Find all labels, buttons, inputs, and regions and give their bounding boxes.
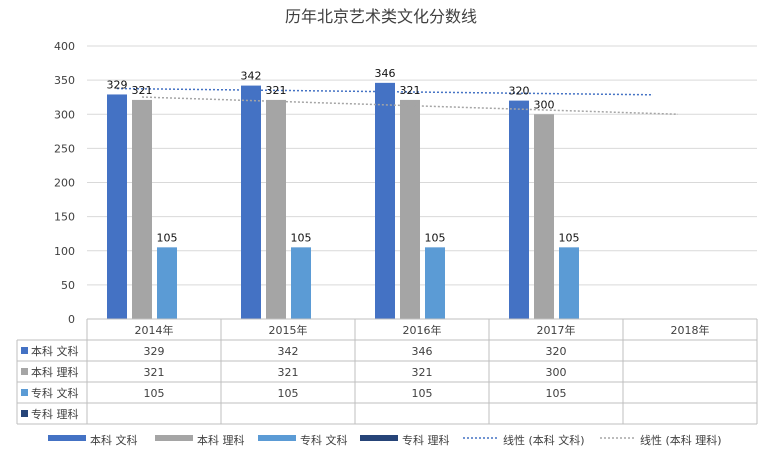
data-label: 105 <box>559 231 580 244</box>
y-tick-label: 0 <box>68 313 75 326</box>
chart-title: 历年北京艺术类文化分数线 <box>285 7 477 26</box>
bar-2-4 <box>534 114 554 319</box>
data-label: 329 <box>107 78 128 91</box>
y-tick-label: 200 <box>54 177 75 190</box>
bar-1-4 <box>509 100 529 319</box>
table-series-name: 本科 理科 <box>31 365 79 379</box>
y-tick-label: 250 <box>54 142 75 155</box>
bar-1-2 <box>241 85 261 320</box>
trendline-2 <box>141 96 679 115</box>
category-label: 2016年 <box>403 323 442 337</box>
data-label: 342 <box>241 70 262 83</box>
bar-2-3 <box>400 99 420 319</box>
table-cell: 105 <box>412 387 433 400</box>
bar-1-1 <box>107 94 127 320</box>
category-label: 2017年 <box>537 323 576 337</box>
y-tick-label: 300 <box>54 108 75 121</box>
table-series-name: 专科 文科 <box>31 386 79 400</box>
table-cell: 300 <box>546 366 567 379</box>
bar-3-2 <box>291 247 311 319</box>
data-labels: 329 321 105 342 321 105 346 321 105 320 300 105 <box>107 67 580 244</box>
legend-label: 专科 文科 <box>300 433 348 447</box>
table-series-name: 本科 文科 <box>31 344 79 358</box>
table-series-key <box>21 410 28 417</box>
bar-2-1 <box>132 99 152 319</box>
table-series-name: 专科 理科 <box>31 407 79 421</box>
y-axis: 0 50 100 150 200 250 300 350 400 <box>54 40 75 326</box>
y-tick-label: 50 <box>61 279 75 292</box>
y-tick-label: 150 <box>54 211 75 224</box>
table-cell: 105 <box>278 387 299 400</box>
legend-label: 线性 (本科 理科) <box>640 433 722 447</box>
data-label: 321 <box>400 84 421 97</box>
category-label: 2015年 <box>269 323 308 337</box>
trendline-1 <box>116 87 654 96</box>
trendlines <box>116 87 679 115</box>
legend-label: 专科 理科 <box>402 433 450 447</box>
bar-1-3 <box>375 82 395 319</box>
table-cell: 329 <box>144 345 165 358</box>
legend-label: 线性 (本科 文科) <box>503 433 585 447</box>
table-cell: 346 <box>412 345 433 358</box>
table-cell: 321 <box>144 366 165 379</box>
legend-label: 本科 理科 <box>197 433 245 447</box>
legend-swatch <box>360 435 398 441</box>
bar-3-3 <box>425 247 445 319</box>
table-series-key <box>21 389 28 396</box>
table-series-key <box>21 347 28 354</box>
table-series-key <box>21 368 28 375</box>
table-cell: 342 <box>278 345 299 358</box>
legend-swatch <box>258 435 296 441</box>
legend: 本科 文科 本科 理科 专科 文科 专科 理科 线性 (本科 文科) 线性 (本科 理科) <box>48 433 722 447</box>
category-label: 2014年 <box>135 323 174 337</box>
legend-swatch <box>155 435 193 441</box>
bar-3-4 <box>559 247 579 319</box>
data-label: 105 <box>291 231 312 244</box>
table-cell: 105 <box>546 387 567 400</box>
data-label: 346 <box>375 67 396 80</box>
category-label: 2018年 <box>671 323 710 337</box>
legend-swatch <box>48 435 86 441</box>
data-label: 321 <box>266 84 287 97</box>
data-label: 320 <box>509 85 530 98</box>
bars <box>107 82 579 320</box>
y-tick-label: 100 <box>54 245 75 258</box>
legend-label: 本科 文科 <box>90 433 138 447</box>
data-label: 105 <box>157 231 178 244</box>
table-cell: 105 <box>144 387 165 400</box>
gridlines <box>87 45 757 320</box>
bar-3-1 <box>157 247 177 319</box>
data-label: 321 <box>132 84 153 97</box>
table-cell: 321 <box>278 366 299 379</box>
table-cell: 321 <box>412 366 433 379</box>
data-label: 300 <box>534 98 555 111</box>
y-tick-label: 350 <box>54 74 75 87</box>
y-tick-label: 400 <box>54 40 75 53</box>
table-cell: 320 <box>546 345 567 358</box>
data-label: 105 <box>425 231 446 244</box>
bar-2-2 <box>266 99 286 319</box>
